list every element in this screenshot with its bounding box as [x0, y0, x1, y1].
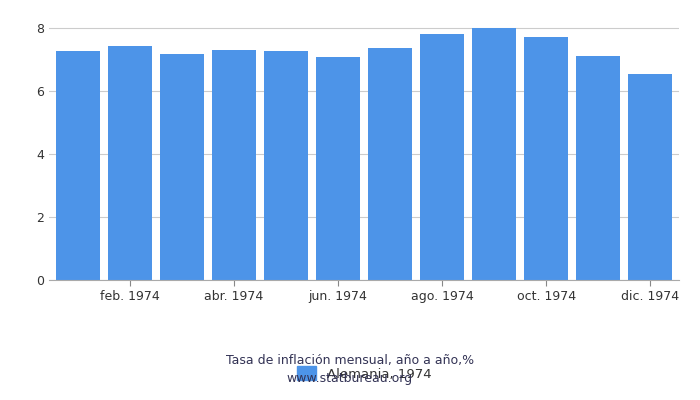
Bar — [472, 28, 517, 280]
Bar — [108, 46, 152, 280]
Text: Tasa de inflación mensual, año a año,%: Tasa de inflación mensual, año a año,% — [226, 354, 474, 367]
Bar — [211, 50, 256, 280]
Bar — [55, 51, 100, 280]
Bar — [316, 57, 360, 280]
Bar — [420, 34, 464, 280]
Bar — [368, 48, 412, 280]
Bar — [160, 54, 204, 280]
Text: www.statbureau.org: www.statbureau.org — [287, 372, 413, 385]
Legend: Alemania, 1974: Alemania, 1974 — [291, 361, 437, 386]
Bar — [264, 51, 308, 280]
Bar — [524, 37, 568, 280]
Bar — [628, 74, 673, 280]
Bar — [576, 56, 620, 280]
